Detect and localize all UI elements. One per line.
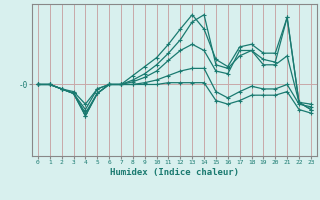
- X-axis label: Humidex (Indice chaleur): Humidex (Indice chaleur): [110, 168, 239, 177]
